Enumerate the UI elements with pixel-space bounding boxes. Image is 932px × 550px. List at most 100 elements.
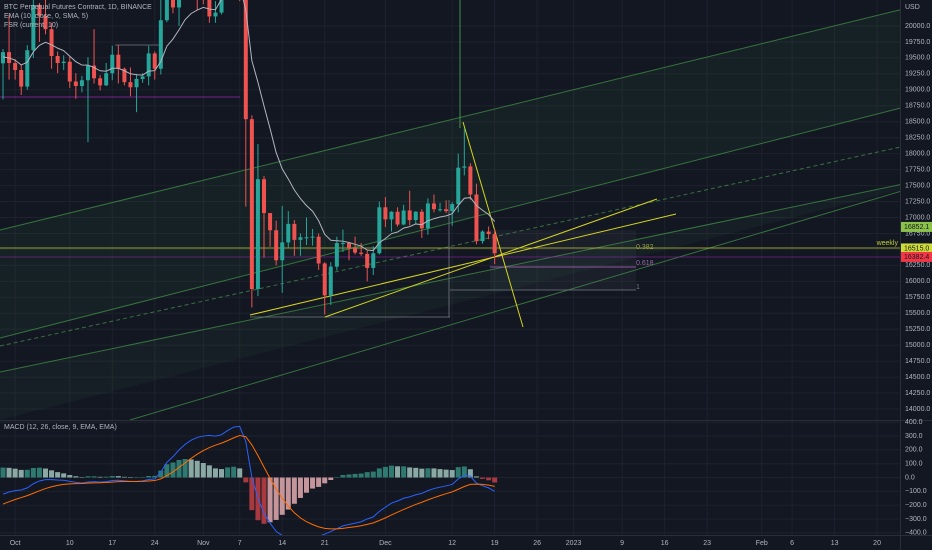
histogram-bar (115, 476, 121, 478)
y-tick-label: 17750.0 (905, 166, 930, 173)
x-tick-label: 24 (151, 540, 159, 547)
histogram-bar (455, 467, 461, 478)
candle-body (158, 20, 163, 69)
candle-body (353, 248, 358, 253)
drawings (0, 0, 900, 420)
annotation: 0.618 (636, 260, 654, 267)
histogram-bar (176, 459, 182, 478)
candle-body (359, 252, 364, 254)
histogram-bar (376, 468, 382, 478)
histogram-bar (310, 477, 316, 489)
price-tag (901, 243, 932, 254)
axes: Oct 10 17 24 Nov 7 14 21 Dec 12 19 26 2023 9 16 23 Feb 6 1… (10, 23, 932, 547)
histogram-bar (0, 467, 6, 478)
histogram-bar (401, 466, 407, 478)
indicator-label: FSR (current, 10) (4, 22, 58, 29)
candle-body (425, 203, 430, 229)
histogram-bar (249, 477, 255, 511)
histogram-bar (85, 476, 91, 478)
candle-body (170, 0, 175, 8)
y-tick-label: 14750.0 (905, 358, 930, 365)
ema-line (2, 0, 496, 252)
histogram-bar (461, 466, 467, 478)
candle-body (19, 70, 24, 87)
y-tick-label: 0.0 (905, 474, 915, 481)
candle-body (110, 54, 115, 74)
fib-zone (490, 230, 636, 290)
y-tick-label: 15750.0 (905, 294, 930, 301)
histogram-bar (388, 465, 394, 478)
candle-body (340, 243, 345, 245)
x-tick-label: Nov (197, 540, 210, 547)
y-tick-label: 200.0 (905, 447, 923, 454)
candle-body (298, 237, 303, 240)
candle-body (389, 211, 394, 220)
price-tag-label: 16382.4 (904, 254, 929, 261)
y-tick-label: 14250.0 (905, 390, 930, 397)
histogram-bar (146, 475, 152, 478)
y-tick-label: −200.0 (905, 502, 927, 509)
candle-body (31, 4, 36, 51)
histogram-bar (364, 472, 370, 478)
candle-body (219, 0, 224, 13)
x-tick-label: 7 (238, 540, 242, 547)
y-tick-label: 14000.0 (905, 406, 930, 413)
histogram-bar (182, 459, 188, 478)
histogram-bar (419, 468, 425, 478)
macd-title: MACD (12, 26, close, 9, EMA, EMA) (4, 424, 117, 431)
histogram-bar (467, 469, 473, 478)
histogram-bar (103, 476, 109, 478)
x-tick-label: Dec (379, 540, 392, 547)
candle-body (49, 29, 54, 56)
candle-body (304, 237, 309, 239)
candle-body (395, 211, 400, 225)
candle-body (431, 203, 436, 210)
histogram-bar (140, 476, 146, 478)
candle-body (164, 0, 169, 21)
y-tick-label: 15250.0 (905, 326, 930, 333)
histogram-bar (297, 477, 303, 498)
histogram-bar (18, 469, 24, 478)
x-tick-label: 9 (620, 540, 624, 547)
macd-plot (0, 425, 498, 535)
candle-body (286, 223, 291, 243)
candle-body (79, 80, 84, 86)
histogram-bar (382, 466, 388, 478)
candle-body (492, 234, 497, 254)
histogram-bar (134, 477, 140, 478)
candle-body (292, 223, 297, 240)
x-tick-label: 19 (491, 540, 499, 547)
histogram-bar (12, 468, 18, 478)
candle-body (249, 119, 254, 290)
candle-body (243, 0, 248, 120)
x-tick-label: 20 (873, 540, 881, 547)
x-tick-label: 6 (790, 540, 794, 547)
candle-body (98, 78, 103, 86)
x-tick-label: 17 (108, 540, 116, 547)
candle-body (383, 207, 388, 220)
y-tick-label: 15500.0 (905, 310, 930, 317)
macd-line (2, 425, 495, 535)
histogram-bar (152, 475, 158, 478)
histogram-bar (30, 467, 36, 478)
x-tick-label: 16 (661, 540, 669, 547)
histogram-bar (91, 476, 97, 478)
trend-line (324, 198, 658, 318)
candle-body (322, 263, 327, 296)
candle-body (316, 236, 321, 264)
histogram-bar (206, 465, 212, 478)
histogram-bar (407, 467, 413, 478)
y-tick-label: 17250.0 (905, 198, 930, 205)
candle-body (140, 76, 145, 79)
y-tick-label: −100.0 (905, 488, 927, 495)
histogram-bar (322, 477, 328, 484)
x-tick-label: 2023 (566, 540, 582, 547)
histogram-bar (352, 473, 358, 478)
candle-body (55, 55, 60, 64)
y-tick-label: 100.0 (905, 461, 923, 468)
histogram-bar (188, 459, 194, 478)
histogram-bar (261, 477, 267, 524)
histogram-bar (219, 469, 225, 478)
histogram-bar (267, 477, 273, 523)
